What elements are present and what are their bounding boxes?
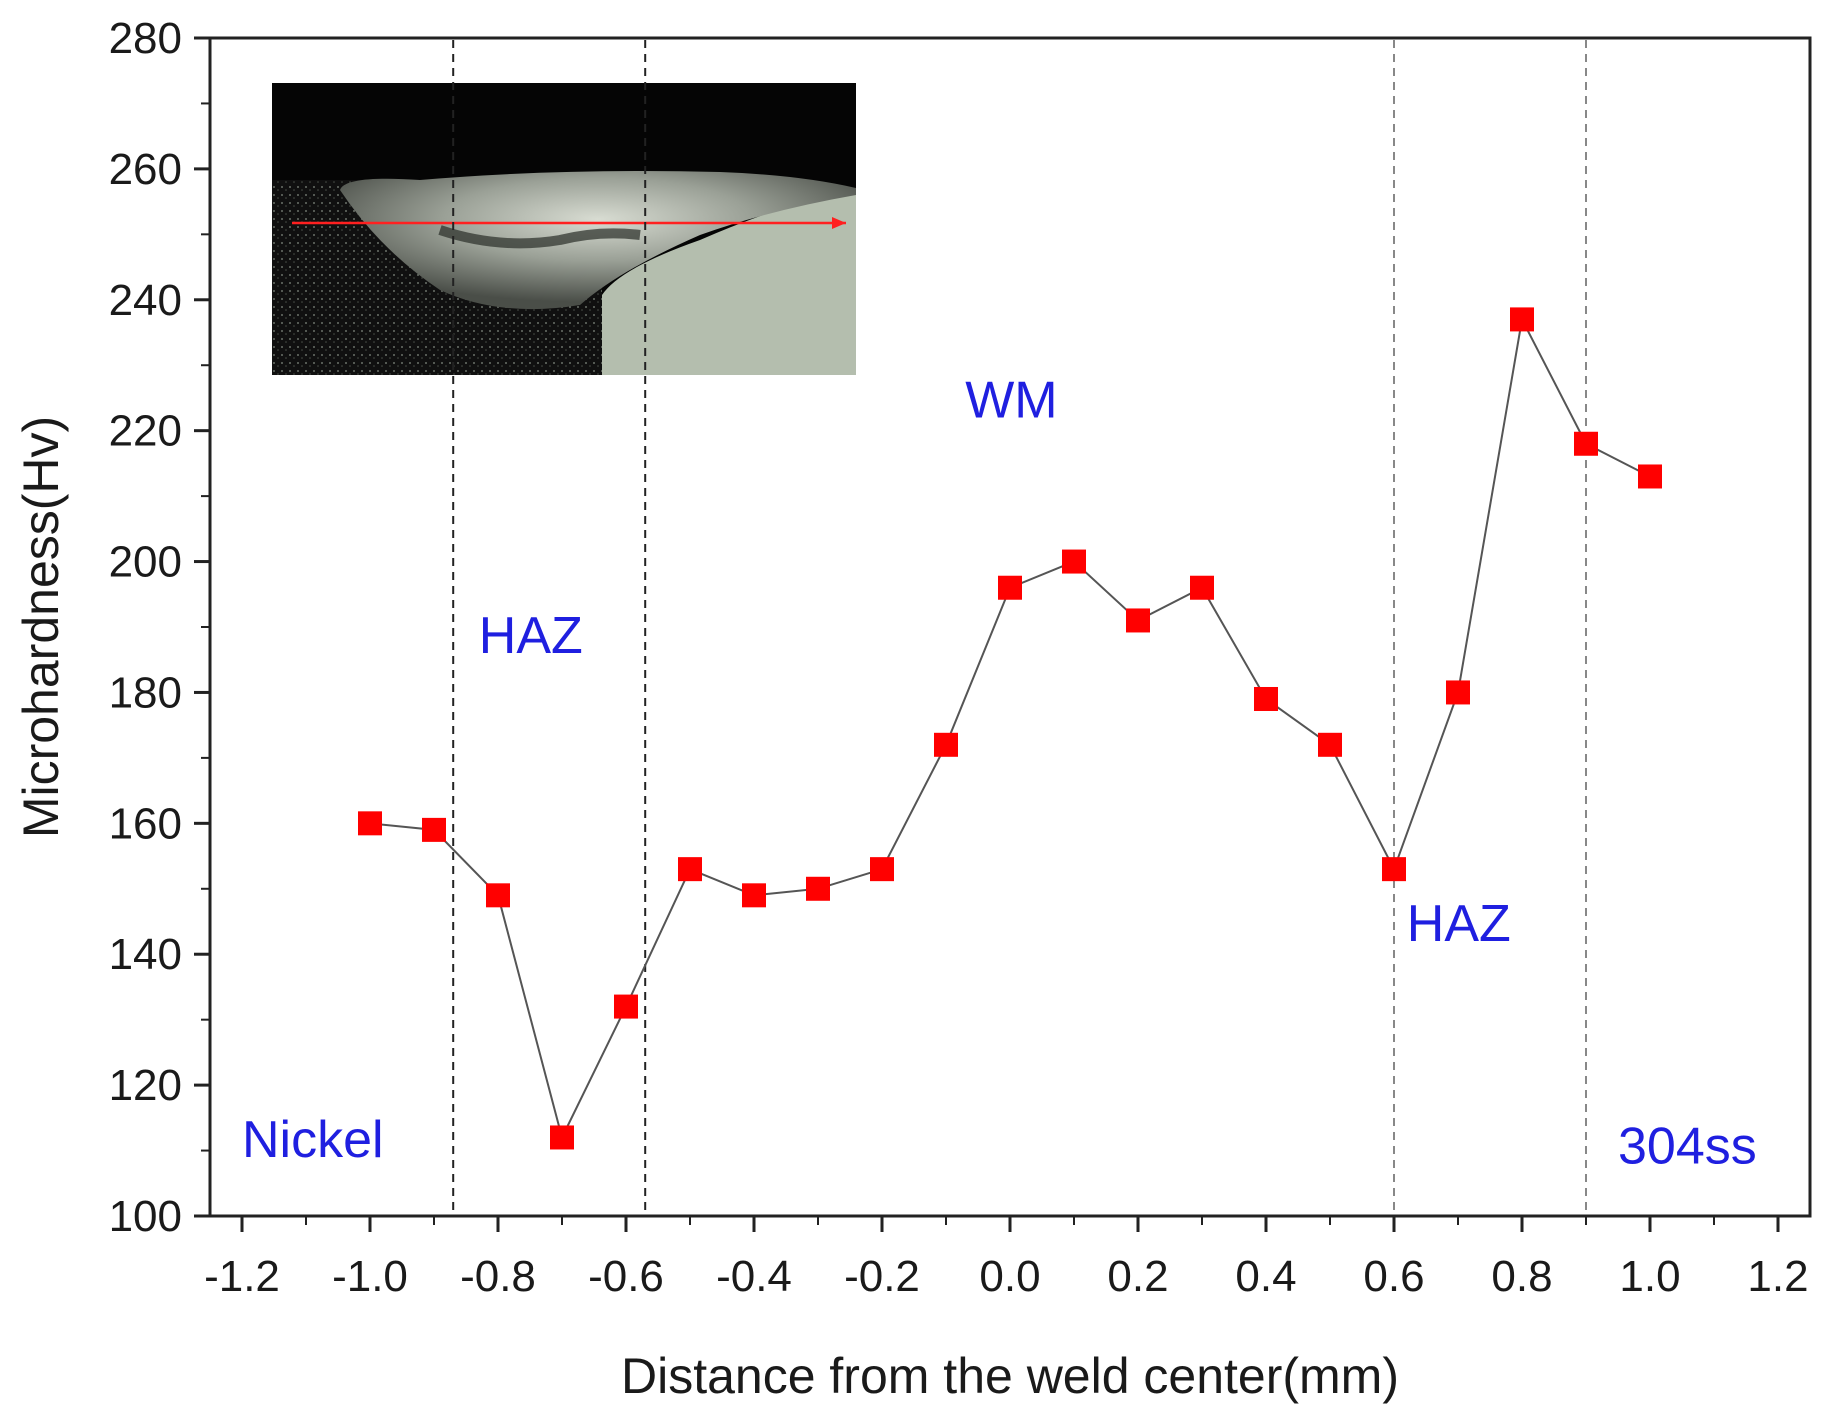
region-labels: Nickel HAZ WM HAZ 304ss (242, 372, 1757, 1176)
x-axis-title: Distance from the weld center(mm) (621, 1348, 1399, 1404)
data-point (806, 876, 830, 901)
region-label: Nickel (242, 1111, 384, 1169)
y-tick-label: 280 (109, 14, 182, 63)
data-point (486, 883, 510, 908)
data-point (998, 575, 1022, 600)
region-label: HAZ (479, 607, 583, 665)
data-point (550, 1125, 574, 1150)
x-tick-label: 1.0 (1619, 1252, 1680, 1301)
x-tick-label: -1.0 (332, 1252, 408, 1301)
region-label: WM (965, 372, 1057, 430)
y-tick-label: 140 (109, 930, 182, 979)
x-tick-label: 0.8 (1491, 1252, 1552, 1301)
y-tick-label: 220 (109, 407, 182, 456)
y-tick-label: 260 (109, 145, 182, 194)
data-point (614, 994, 638, 1019)
data-point (1446, 680, 1470, 705)
data-point (1318, 732, 1342, 757)
data-point (1638, 464, 1662, 489)
x-tick-label: -0.4 (716, 1252, 792, 1301)
data-point (1190, 575, 1214, 600)
y-tick-label: 200 (109, 538, 182, 587)
region-label: 304ss (1618, 1118, 1757, 1176)
y-tick-label: 120 (109, 1061, 182, 1110)
data-point (870, 857, 894, 882)
data-point (358, 811, 382, 836)
y-tick-label: 240 (109, 276, 182, 325)
data-point (1574, 431, 1598, 456)
y-axis-title: Microhardness(Hv) (13, 416, 69, 838)
y-tick-label: 180 (109, 668, 182, 717)
data-series (358, 307, 1662, 1150)
data-point (1382, 857, 1406, 882)
x-tick-label: 0.6 (1363, 1252, 1424, 1301)
data-point (1062, 549, 1086, 574)
y-tick-label: 160 (109, 799, 182, 848)
x-tick-label: 0.4 (1235, 1252, 1296, 1301)
data-point (678, 857, 702, 882)
data-point (742, 883, 766, 908)
x-tick-label: -0.6 (588, 1252, 664, 1301)
weld-micrograph-inset (272, 83, 856, 375)
x-tick-label: 0.2 (1107, 1252, 1168, 1301)
data-point (1254, 686, 1278, 711)
x-tick-label: 1.2 (1747, 1252, 1808, 1301)
data-point (1126, 608, 1150, 633)
x-tick-label: -0.2 (844, 1252, 920, 1301)
y-tick-label: 100 (109, 1192, 182, 1241)
x-tick-label: -1.2 (204, 1252, 280, 1301)
x-tick-label: -0.8 (460, 1252, 536, 1301)
data-point (422, 817, 446, 842)
x-axis: -1.2 -1.0 -0.8 -0.6 -0.4 -0.2 0.0 0.2 0.4 0.6 0.8 1… (204, 1216, 1809, 1301)
data-point (934, 732, 958, 757)
region-label: HAZ (1407, 895, 1511, 953)
x-tick-label: 0.0 (979, 1252, 1040, 1301)
y-axis: 100 120 140 160 180 200 220 240 260 280 (109, 14, 210, 1241)
data-point (1510, 307, 1534, 332)
